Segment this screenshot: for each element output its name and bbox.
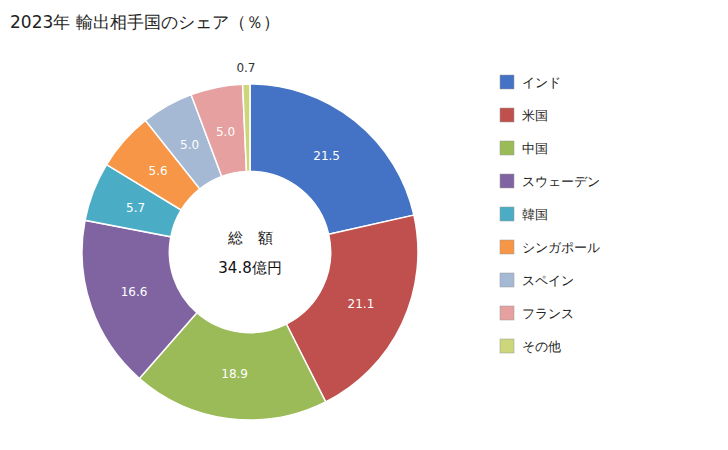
data-label: 21.1 (348, 297, 375, 311)
donut-slice (243, 84, 250, 171)
legend-label: スペイン (522, 273, 574, 288)
legend-label: シンガポール (522, 240, 600, 255)
donut-slice (191, 84, 246, 176)
legend-label: インド (522, 75, 561, 90)
legend-label: 韓国 (522, 207, 548, 222)
chart-svg: 2023年 輸出相手国のシェア（％） 21.5 21.1 18.9 16.6 5.7 5.6… (0, 0, 728, 450)
legend-label: フランス (522, 306, 574, 321)
data-label: 5.7 (126, 201, 145, 215)
chart-container: 2023年 輸出相手国のシェア（％） 21.5 21.1 18.9 16.6 5.7 5.6… (0, 0, 728, 450)
legend-label: その他 (522, 339, 561, 354)
legend-swatch (500, 174, 514, 188)
data-label: 16.6 (121, 285, 148, 299)
data-label: 21.5 (313, 149, 340, 163)
background (0, 0, 728, 450)
legend-swatch (500, 306, 514, 320)
legend-swatch (500, 108, 514, 122)
donut-slice (82, 220, 197, 378)
data-labels: 21.5 21.1 18.9 16.6 5.7 5.6 5.0 5.0 0.7 (121, 61, 375, 381)
donut-slices (82, 84, 418, 420)
center-label: 34.8億円 (218, 259, 281, 277)
data-label: 5.0 (180, 138, 199, 152)
center-label: 総 額 (227, 229, 273, 247)
legend-label: 中国 (522, 141, 548, 156)
legend-swatch (500, 273, 514, 287)
legend-swatch (500, 240, 514, 254)
chart-title: 2023年 輸出相手国のシェア（％） (10, 12, 280, 32)
legend-swatch (500, 207, 514, 221)
legend-swatch (500, 141, 514, 155)
legend-swatch (500, 75, 514, 89)
legend: インド米国中国スウェーデン韓国シンガポールスペインフランスその他 (500, 75, 600, 354)
legend-label: スウェーデン (522, 174, 600, 189)
donut-slice (250, 84, 414, 234)
legend-label: 米国 (522, 108, 548, 123)
data-label: 5.0 (216, 125, 235, 139)
data-label: 0.7 (236, 61, 255, 75)
legend-swatch (500, 339, 514, 353)
data-label: 18.9 (221, 367, 248, 381)
data-label: 5.6 (149, 164, 168, 178)
